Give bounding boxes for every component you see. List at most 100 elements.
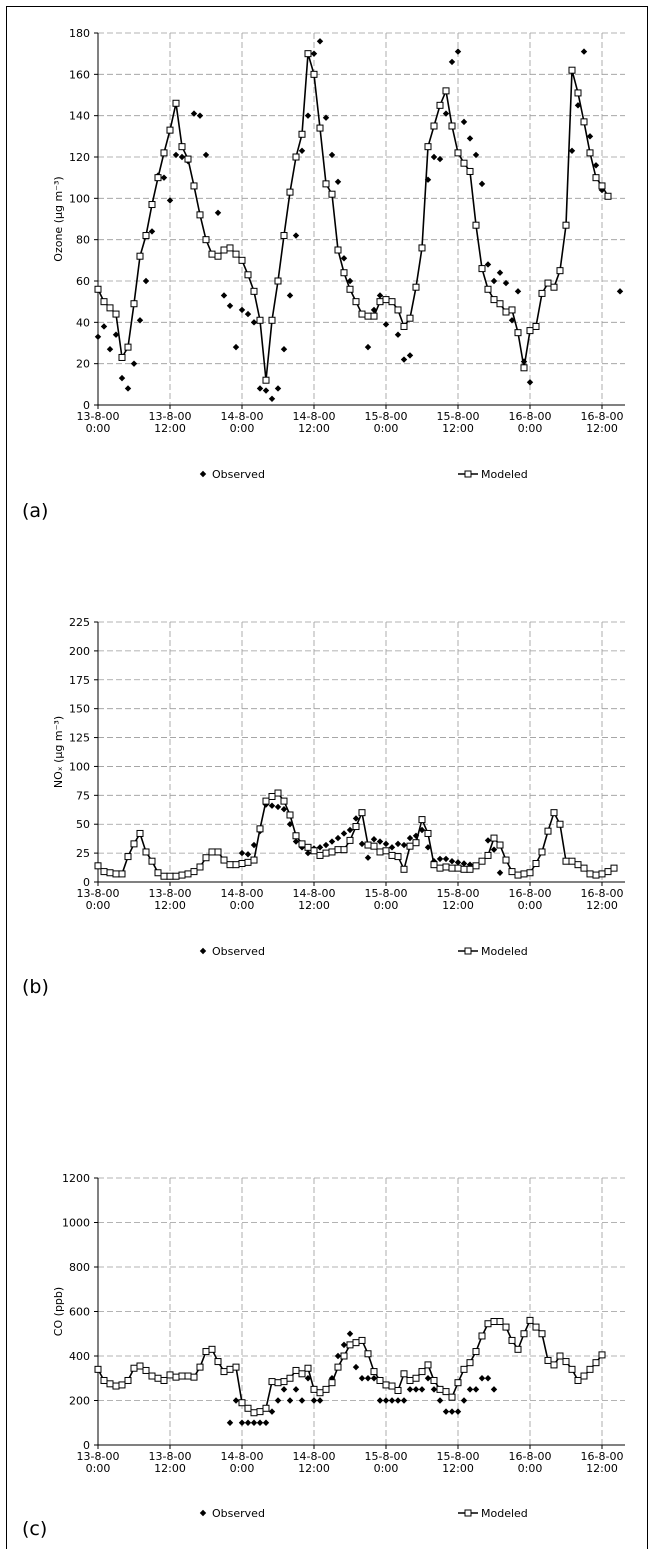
marker-square: [376, 298, 384, 306]
marker-square: [160, 1376, 168, 1384]
marker-square: [586, 1365, 594, 1373]
marker-diamond: [340, 255, 348, 262]
marker-diamond: [592, 162, 600, 169]
marker-square: [316, 851, 324, 859]
y-tick-label: 100: [69, 760, 90, 773]
x-tick-label: 14-8-00 0:00: [221, 410, 264, 435]
legend-label: Observed: [212, 1507, 265, 1520]
marker-diamond: [226, 1419, 234, 1426]
marker-square: [154, 1374, 162, 1382]
x-tick-label: 13-8-00 12:00: [149, 887, 192, 912]
y-tick-label: 1000: [62, 1217, 90, 1230]
marker-square: [106, 869, 114, 877]
marker-diamond: [460, 860, 468, 867]
marker-square: [124, 853, 132, 861]
marker-square: [508, 306, 516, 314]
y-tick-label: 0: [83, 399, 90, 412]
marker-square: [250, 287, 258, 295]
marker-square: [598, 870, 606, 878]
marker-square: [172, 1373, 180, 1381]
marker-square: [502, 308, 510, 316]
marker-square: [130, 300, 138, 308]
marker-diamond: [460, 118, 468, 126]
x-tick-label: 14-8-00 0:00: [221, 887, 264, 912]
marker-diamond: [436, 1397, 444, 1404]
marker-diamond: [268, 395, 276, 402]
y-tick-label: 0: [83, 876, 90, 889]
marker-square: [550, 1361, 558, 1369]
marker-square: [472, 862, 480, 870]
y-tick-label: 1200: [62, 1172, 90, 1185]
marker-square: [406, 1376, 414, 1384]
marker-diamond: [322, 114, 330, 121]
marker-square: [514, 329, 522, 337]
marker-square: [418, 244, 426, 252]
marker-square: [94, 1365, 102, 1373]
x-tick-label: 15-8-00 0:00: [365, 887, 408, 912]
marker-square: [460, 865, 468, 873]
marker-square: [232, 250, 240, 258]
y-tick-label: 50: [76, 818, 90, 831]
x-tick-label: 16-8-00 0:00: [509, 410, 552, 435]
marker-diamond: [118, 374, 126, 382]
marker-square: [556, 820, 564, 828]
marker-diamond: [352, 1363, 360, 1371]
marker-diamond: [376, 1397, 384, 1404]
marker-square: [406, 314, 414, 322]
marker-square: [424, 1361, 432, 1369]
marker-square: [148, 201, 156, 209]
x-tick-label: 16-8-00 12:00: [581, 1450, 624, 1475]
marker-square: [472, 1348, 480, 1356]
y-tick-label: 125: [69, 732, 90, 745]
marker-diamond: [328, 151, 336, 159]
marker-square: [382, 847, 390, 855]
marker-square: [442, 87, 450, 95]
marker-diamond: [448, 1408, 456, 1415]
marker-square: [544, 279, 552, 287]
marker-square: [202, 1348, 210, 1356]
marker-square: [226, 1365, 234, 1373]
marker-diamond: [124, 385, 132, 392]
marker-square: [268, 316, 276, 324]
x-tick-label: 15-8-00 12:00: [437, 887, 480, 912]
marker-square: [544, 1356, 552, 1364]
marker-square: [484, 851, 492, 859]
marker-square: [142, 232, 150, 240]
marker-diamond: [448, 858, 456, 865]
x-tick-label: 14-8-00 0:00: [221, 1450, 264, 1475]
marker-diamond: [286, 1397, 294, 1404]
marker-square: [112, 1382, 120, 1390]
marker-diamond: [280, 346, 288, 353]
marker-square: [526, 1316, 534, 1324]
marker-diamond: [106, 346, 114, 353]
marker-square: [358, 1336, 366, 1344]
marker-diamond: [136, 317, 144, 324]
marker-square: [508, 868, 516, 876]
x-tick-label: 13-8-00 0:00: [77, 1450, 120, 1475]
marker-diamond: [418, 1386, 426, 1393]
x-tick-label: 15-8-00 12:00: [437, 410, 480, 435]
marker-square: [352, 823, 360, 831]
marker-square: [166, 872, 174, 880]
marker-square: [532, 860, 540, 868]
y-tick-label: 600: [69, 1306, 90, 1319]
marker-square: [184, 870, 192, 878]
marker-square: [544, 827, 552, 835]
x-tick-label: 16-8-00 12:00: [581, 410, 624, 435]
marker-diamond: [310, 50, 318, 57]
y-tick-label: 40: [76, 316, 90, 329]
marker-square: [364, 312, 372, 320]
marker-square: [466, 167, 474, 175]
marker-diamond: [364, 854, 372, 861]
marker-diamond: [484, 837, 492, 844]
marker-diamond: [442, 1408, 450, 1415]
marker-square: [478, 265, 486, 273]
marker-diamond: [244, 310, 252, 318]
marker-square: [322, 180, 330, 188]
x-tick-label: 16-8-00 12:00: [581, 887, 624, 912]
marker-square: [322, 1385, 330, 1393]
marker-diamond: [388, 1397, 396, 1404]
marker-square: [580, 1372, 588, 1380]
marker-diamond: [280, 1386, 288, 1393]
marker-diamond: [334, 178, 342, 185]
